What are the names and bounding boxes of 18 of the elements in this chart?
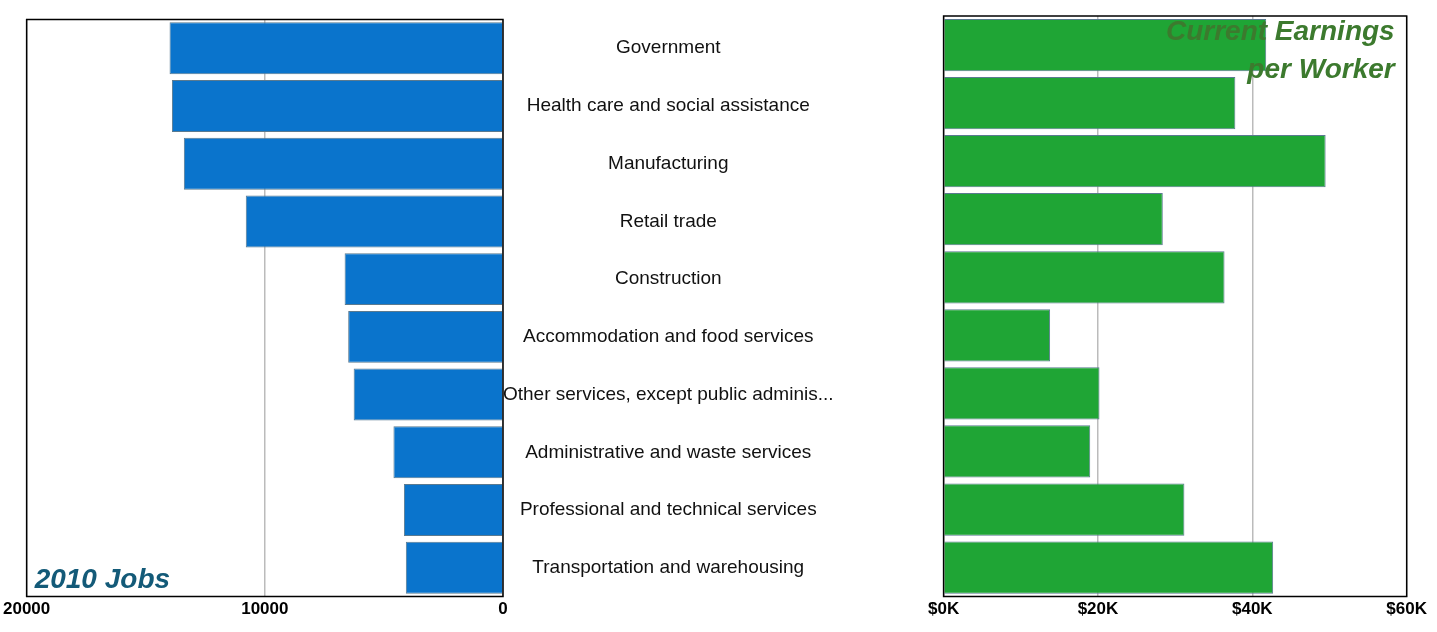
y-tick-label: Manufacturing (608, 151, 729, 173)
y-tick-label: Government (615, 36, 722, 58)
y-tick-label: Health care and social assistance (526, 94, 810, 116)
y-tick-label: Accommodation and food services (523, 325, 814, 347)
x-tick-label: $40K (1232, 599, 1274, 619)
y-tick-label: Transportation and warehousing (532, 555, 805, 577)
x-tick-label: 0 (498, 599, 508, 619)
y-tick-label: Retail trade (619, 209, 717, 231)
x-tick-label: $20K (1077, 599, 1119, 619)
x-tick-label: 20000 (3, 599, 51, 619)
y-tick-label: Professional and technical services (519, 498, 817, 520)
x-tick-label: $0K (928, 599, 960, 619)
x-tick-label: $60K (1386, 599, 1428, 619)
x-tick-label: 10000 (241, 599, 289, 619)
y-tick-label: Construction (614, 267, 722, 289)
y-tick-label: Other services, except public adminis... (503, 382, 834, 404)
y-tick-label: Administrative and waste services (525, 440, 812, 462)
text: 2010 Jobs (33, 563, 171, 595)
